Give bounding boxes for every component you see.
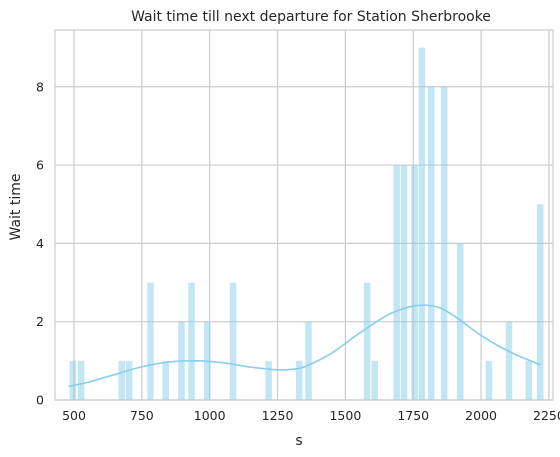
histogram-bar — [440, 86, 448, 400]
x-tick-label: 1250 — [262, 408, 294, 423]
y-tick-label: 8 — [36, 79, 44, 94]
histogram-bar — [400, 165, 408, 400]
histogram-bar — [305, 321, 312, 400]
x-tick-label: 1000 — [194, 408, 226, 423]
y-axis-label: Wait time — [8, 174, 24, 241]
histogram-bar — [188, 282, 195, 400]
histogram-bar — [418, 47, 426, 400]
y-tick-label: 6 — [36, 158, 44, 173]
grid-lines — [54, 29, 554, 401]
histogram-bar — [162, 360, 169, 400]
histogram-bar — [456, 243, 464, 400]
histogram-bar — [505, 321, 513, 400]
histogram-bar — [229, 282, 237, 400]
histogram-bar — [69, 360, 77, 400]
histogram-bars — [69, 47, 544, 400]
histogram-bar — [77, 360, 85, 400]
kde-curve — [68, 304, 542, 388]
histogram-bar — [411, 165, 418, 400]
kde-curve-layer — [68, 304, 542, 388]
x-axis-label: s — [295, 433, 302, 449]
x-tick-label: 1500 — [329, 408, 361, 423]
histogram-bar — [393, 165, 400, 400]
x-tick-label: 500 — [62, 408, 86, 423]
histogram-bar — [427, 86, 435, 400]
histogram-bar — [485, 360, 493, 400]
histogram-bar — [265, 360, 272, 400]
y-tick-label: 2 — [36, 314, 44, 329]
y-tick-label: 4 — [36, 236, 44, 251]
x-tick-label: 1750 — [397, 408, 429, 423]
histogram-bar — [147, 282, 154, 400]
histogram-bar — [525, 360, 533, 400]
y-tick-label: 0 — [36, 393, 44, 408]
histogram-bar — [536, 204, 544, 400]
plot-frame — [54, 29, 554, 401]
histogram-bar — [363, 282, 371, 400]
chart-title: Wait time till next departure for Statio… — [131, 9, 491, 25]
x-tick-label: 750 — [130, 408, 154, 423]
histogram-bar — [118, 360, 126, 400]
histogram-bar — [295, 360, 303, 400]
histogram-bar — [125, 360, 133, 400]
x-tick-label: 2000 — [465, 408, 497, 423]
histogram-bar — [371, 360, 378, 400]
